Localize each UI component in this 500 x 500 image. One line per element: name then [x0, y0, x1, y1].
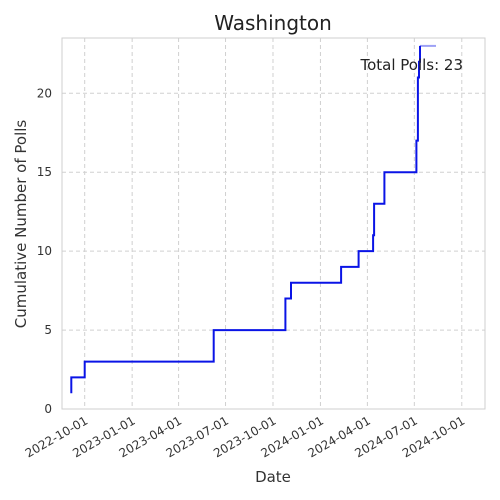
y-tick-label: 5	[44, 323, 52, 337]
x-tick-labels: 2022-10-012023-01-012023-04-012023-07-01…	[23, 413, 467, 460]
y-axis-label: Cumulative Number of Polls	[12, 120, 30, 329]
series-layer	[70, 44, 436, 394]
y-tick-labels: 0 5 10 15 20	[37, 86, 52, 416]
series-line	[70, 45, 421, 394]
plot-frame	[61, 37, 486, 410]
x-gridlines	[84, 38, 463, 409]
chart-title: Washington	[214, 11, 332, 35]
y-tick-label: 20	[37, 86, 52, 100]
y-tick-label: 15	[37, 165, 52, 179]
y-tick-label: 10	[37, 244, 52, 258]
y-tick-label: 0	[44, 402, 52, 416]
x-axis-label: Date	[255, 468, 291, 486]
total-polls-annotation: Total Polls: 23	[359, 56, 463, 74]
